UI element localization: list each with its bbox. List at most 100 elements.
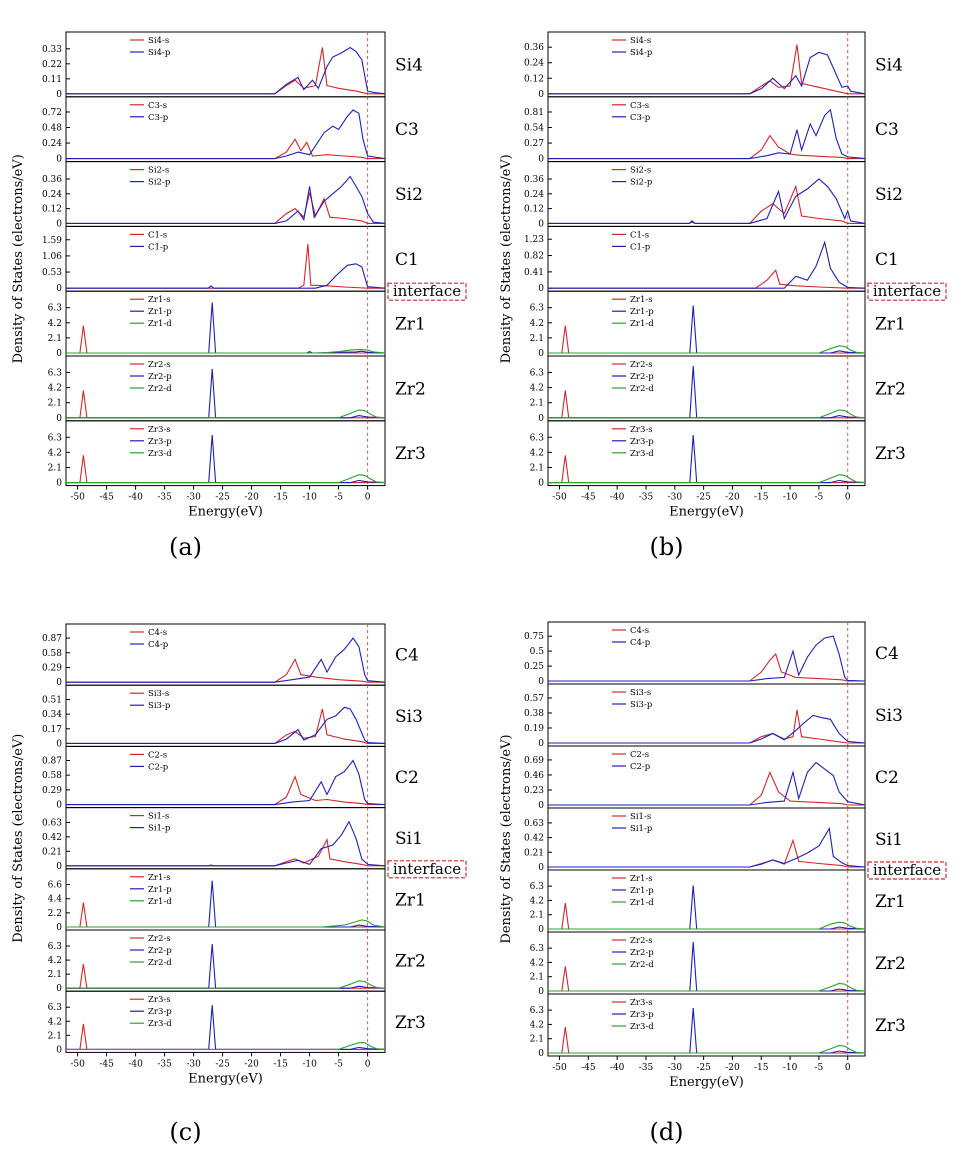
subplot-frame — [65, 290, 386, 357]
y-tick-label: 0.22 — [42, 60, 62, 70]
legend-label: Si2-p — [630, 178, 653, 188]
subplot-zr2: 0 2.1 4.2 6.3 Zr2-s Zr2-p Zr2-d Zr2 — [530, 931, 906, 997]
series-line-zr2-p — [548, 365, 866, 419]
series-line-zr1-d — [548, 345, 866, 354]
series-line-zr2-s — [548, 390, 865, 419]
legend-label: C2-s — [630, 750, 649, 760]
subplot-c2: 0 0.29 0.58 0.87 C2-s C2-p C2 — [42, 745, 419, 811]
series-line-zr3-p — [66, 435, 386, 484]
legend-label: Zr3-p — [630, 1010, 654, 1020]
y-tick-label: 0.21 — [524, 848, 544, 858]
series-line-zr2-s — [66, 964, 385, 989]
x-tick-label: -50 — [70, 493, 85, 503]
x-tick-label: -35 — [639, 493, 654, 503]
subplot-frame — [547, 96, 866, 163]
legend-label: Zr3-d — [148, 449, 172, 459]
y-tick-label: 2.1 — [530, 463, 544, 473]
x-tick-label: -50 — [552, 1063, 567, 1073]
dos-panel-2: 0 0.12 0.24 0.36 Si4-s Si4-p Si4 0 0.27 0.54 0.81 C… — [499, 31, 947, 561]
x-tick-label: -20 — [244, 1059, 259, 1069]
legend-label: Zr1-d — [148, 897, 172, 907]
y-tick-label: 2.1 — [48, 334, 62, 344]
series-line-zr1-s — [66, 325, 385, 354]
y-tick-label: 0 — [56, 801, 62, 811]
series-line-si1-p — [548, 826, 866, 868]
legend-label: Zr1-s — [148, 295, 171, 305]
y-tick-label: 2.1 — [530, 1035, 544, 1045]
x-tick-label: 0 — [845, 493, 851, 503]
subplot-frame — [65, 31, 386, 98]
x-tick-label: -15 — [754, 493, 769, 503]
x-tick-label: -25 — [215, 1059, 230, 1069]
y-tick-label: 0 — [56, 678, 62, 688]
subplot-si4: 0 0.12 0.24 0.36 Si4-s Si4-p Si4 — [524, 31, 903, 100]
series-line-si4-s — [66, 47, 385, 95]
y-tick-label: 6.3 — [48, 304, 63, 314]
subplot-zr1: 0 2.1 4.2 6.3 Zr1-s Zr1-p Zr1-d Zr1 — [48, 290, 426, 359]
subplot-frame — [547, 225, 866, 292]
y-tick-label: 6.3 — [48, 942, 63, 952]
subplot-frame — [547, 807, 866, 871]
legend-label: Zr1-p — [630, 886, 654, 896]
atom-label: Si4 — [875, 55, 903, 75]
y-tick-label: 4.2 — [530, 1020, 544, 1030]
subplot-frame — [65, 355, 386, 422]
y-tick-label: 0.36 — [42, 175, 62, 185]
y-tick-label: 4.2 — [530, 958, 544, 968]
x-tick-label: -40 — [610, 1063, 625, 1073]
legend-label: Zr2-p — [630, 948, 654, 958]
subplot-frame — [65, 868, 386, 931]
legend-label: Zr2-p — [630, 372, 654, 382]
y-tick-label: 0.53 — [42, 268, 62, 278]
x-tick-label: -15 — [754, 1063, 769, 1073]
legend-label: Si2-p — [148, 178, 171, 188]
y-tick-label: 6.3 — [48, 433, 63, 443]
subplot-frame — [65, 420, 386, 487]
series-line-c1-p — [66, 263, 386, 289]
y-tick-label: 0 — [538, 479, 544, 489]
legend-label: Zr1-s — [630, 874, 653, 884]
x-tick-label: -10 — [783, 1063, 798, 1073]
legend-label: C4-s — [148, 628, 167, 638]
legend-label: C3-s — [148, 101, 167, 111]
series-line-zr1-d — [66, 348, 386, 354]
x-tick-label: -45 — [99, 1059, 114, 1069]
y-tick-label: 2.2 — [48, 909, 62, 919]
legend-label: Zr2-d — [148, 384, 172, 394]
y-tick-label: 0 — [538, 284, 544, 294]
subplot-frame — [547, 683, 866, 747]
y-axis-label: Density of States (electrons/eV) — [499, 154, 514, 363]
y-tick-label: 0.36 — [524, 43, 544, 53]
y-tick-label: 2.1 — [48, 399, 62, 409]
legend-label: Si3-p — [630, 700, 653, 710]
y-tick-label: 0.36 — [524, 175, 544, 185]
series-line-zr1-p — [66, 880, 386, 928]
y-tick-label: 6.3 — [530, 304, 545, 314]
x-tick-label: -30 — [668, 493, 683, 503]
y-tick-label: 0.24 — [524, 59, 544, 69]
legend-label: C1-p — [630, 242, 651, 252]
series-line-si3-s — [548, 709, 865, 744]
legend-label: Zr2-p — [148, 372, 172, 382]
legend-label: Zr3-s — [148, 995, 171, 1005]
y-tick-label: 0.75 — [524, 632, 544, 642]
y-tick-label: 0.51 — [42, 696, 62, 706]
subplot-si3: 0 0.17 0.34 0.51 Si3-s Si3-p Si3 — [42, 684, 423, 749]
panel-caption: (b) — [649, 533, 683, 561]
subplot-c1: 0 0.41 0.82 1.23 C1-s C1-p C1 interface — [524, 225, 947, 301]
series-line-si1-s — [548, 838, 865, 868]
series-line-zr3-s — [548, 455, 865, 484]
y-tick-label: 2.1 — [48, 970, 62, 980]
y-tick-label: 0 — [538, 987, 544, 997]
interface-label: interface — [873, 282, 941, 300]
series-line-zr2-s — [66, 390, 385, 419]
y-tick-label: 6.3 — [48, 368, 63, 378]
legend-label: Si4-p — [630, 48, 653, 58]
y-tick-label: 0 — [538, 1049, 544, 1059]
subplot-frame — [547, 745, 866, 809]
y-tick-label: 0.27 — [524, 139, 544, 149]
interface-box — [387, 860, 467, 879]
y-tick-label: 0.33 — [42, 45, 62, 55]
subplot-zr1: 0 2.1 4.2 6.3 Zr1-s Zr1-p Zr1-d Zr1 — [530, 869, 906, 935]
series-line-si2-p — [548, 178, 866, 224]
